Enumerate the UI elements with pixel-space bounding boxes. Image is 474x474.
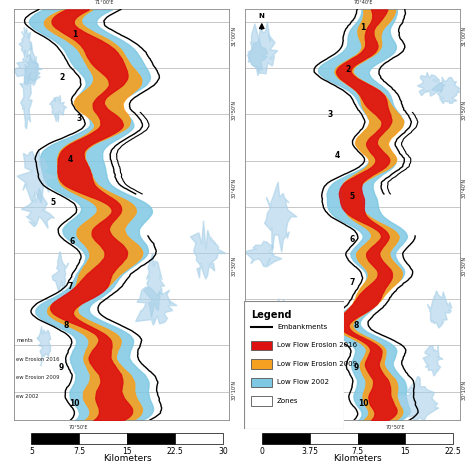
Polygon shape [248,38,268,76]
Text: 30°50'N: 30°50'N [232,100,237,120]
Bar [31,433,79,444]
Text: 30°10'N: 30°10'N [462,380,467,400]
Text: Low Flow Erosion 2009: Low Flow Erosion 2009 [277,361,357,367]
Text: 4: 4 [68,155,73,164]
Polygon shape [428,291,452,328]
Polygon shape [417,73,445,96]
Text: 30°30'N: 30°30'N [232,256,237,276]
Polygon shape [246,241,282,267]
Text: 22.5: 22.5 [445,447,462,456]
Text: 4: 4 [335,151,340,160]
Text: Zones: Zones [277,398,299,404]
Polygon shape [264,182,297,254]
Text: 3: 3 [76,114,82,123]
Bar [310,433,357,444]
Polygon shape [136,287,177,325]
Text: 3: 3 [328,110,333,119]
Text: Low Flow 2002: Low Flow 2002 [277,379,329,385]
Text: 9: 9 [354,363,359,372]
Bar [79,433,127,444]
Polygon shape [191,221,226,279]
Text: 5: 5 [350,192,355,201]
Text: 1: 1 [360,24,365,33]
Text: 7.5: 7.5 [352,447,364,456]
Text: 9: 9 [59,363,64,372]
Polygon shape [19,27,32,58]
Text: 8: 8 [354,321,359,330]
Polygon shape [432,77,460,104]
Bar [251,396,272,406]
Polygon shape [26,43,41,86]
Polygon shape [144,253,164,318]
Bar [262,433,310,444]
Text: 10: 10 [69,400,80,409]
Bar [251,378,272,387]
Polygon shape [21,188,55,228]
Polygon shape [52,252,69,292]
Text: 30: 30 [218,447,228,456]
Text: ments: ments [17,338,33,343]
Text: 30°40'N: 30°40'N [462,178,467,198]
Polygon shape [17,149,56,203]
Polygon shape [247,22,278,74]
Polygon shape [50,95,67,122]
Text: 7: 7 [349,278,355,287]
Polygon shape [271,299,299,337]
Polygon shape [395,376,439,420]
Text: 70°40'E: 70°40'E [353,0,373,5]
Text: 15: 15 [122,447,132,456]
Text: 7.5: 7.5 [73,447,85,456]
Text: Kilometers: Kilometers [103,454,152,463]
Text: ew Erosion 2009: ew Erosion 2009 [17,375,60,380]
Polygon shape [37,327,51,366]
Text: 31°00'N: 31°00'N [232,26,237,46]
Bar [357,433,405,444]
Text: 22.5: 22.5 [167,447,183,456]
Polygon shape [15,55,42,85]
Text: 10: 10 [358,400,368,409]
Text: 1: 1 [72,30,77,39]
Text: 70°50'E: 70°50'E [385,425,405,429]
Text: 6: 6 [349,235,355,244]
Bar [127,433,175,444]
Text: 2: 2 [59,73,64,82]
Text: 31°00'N: 31°00'N [462,26,467,46]
Text: 30°30'N: 30°30'N [462,256,467,276]
Bar [175,433,223,444]
Text: 0: 0 [259,447,264,456]
FancyBboxPatch shape [244,301,344,429]
Text: 30°10'N: 30°10'N [232,380,237,400]
Polygon shape [20,64,32,129]
Text: Embankments: Embankments [277,324,327,329]
Text: Legend: Legend [251,310,292,320]
Text: 2: 2 [345,64,350,73]
Text: Low Flow Erosion 2016: Low Flow Erosion 2016 [277,342,357,348]
Text: 7: 7 [67,283,73,292]
Polygon shape [423,345,443,376]
Text: 3.75: 3.75 [301,447,318,456]
Text: 5: 5 [50,198,55,207]
Text: 70°50'E: 70°50'E [69,425,89,429]
Text: ew Erosion 2016: ew Erosion 2016 [17,357,60,362]
Text: 6: 6 [70,237,75,246]
Text: 5: 5 [29,447,34,456]
Bar [251,341,272,350]
Bar [405,433,453,444]
Text: 15: 15 [401,447,410,456]
Text: ew 2002: ew 2002 [17,394,39,399]
Text: 71°00'E: 71°00'E [95,0,114,5]
Text: 30°40'N: 30°40'N [232,178,237,198]
Text: 30°50'N: 30°50'N [462,100,467,120]
Text: 8: 8 [63,321,69,330]
Text: Kilometers: Kilometers [333,454,382,463]
Text: N: N [259,13,264,19]
Bar [251,359,272,369]
